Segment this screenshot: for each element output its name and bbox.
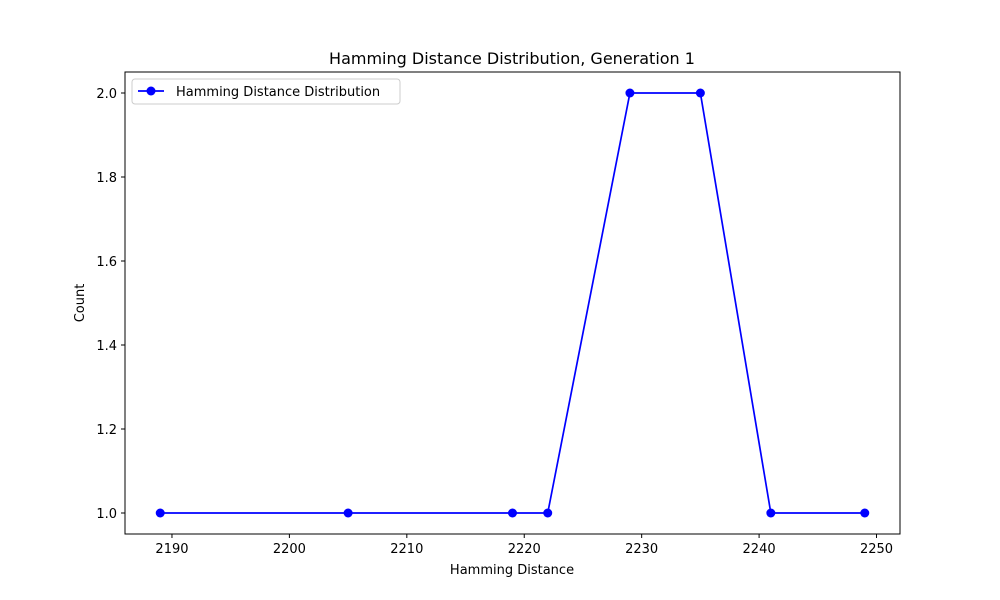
x-axis-title: Hamming Distance <box>450 563 574 578</box>
data-point <box>625 88 635 98</box>
legend: Hamming Distance Distribution <box>131 78 401 105</box>
y-tick-label: 1.8 <box>96 171 117 186</box>
y-tick-label: 1.0 <box>96 507 117 522</box>
x-tick-label: 2220 <box>508 542 541 557</box>
plot-frame <box>124 71 901 535</box>
x-tick-label: 2190 <box>155 542 188 557</box>
y-axis-title: Count <box>73 284 88 323</box>
legend-marker-swatch <box>146 86 156 96</box>
x-tick-label: 2210 <box>390 542 423 557</box>
y-axis-ticks: 1.0 1.2 1.4 1.6 1.8 2.0 <box>96 87 125 522</box>
x-tick-label: 2240 <box>743 542 776 557</box>
series-line <box>160 92 865 514</box>
x-tick-label: 2200 <box>273 542 306 557</box>
x-tick-label: 2250 <box>860 542 893 557</box>
data-point <box>695 88 705 98</box>
legend-label: Hamming Distance Distribution <box>176 85 380 100</box>
data-point <box>543 508 553 518</box>
y-tick-label: 1.2 <box>96 423 117 438</box>
data-point <box>343 508 353 518</box>
y-tick-label: 1.6 <box>96 255 117 270</box>
x-tick-label: 2230 <box>625 542 658 557</box>
series-layer <box>155 88 870 518</box>
plot-area <box>125 72 900 534</box>
data-point <box>155 508 165 518</box>
data-point <box>508 508 517 518</box>
data-point <box>766 508 776 518</box>
data-point <box>860 508 870 518</box>
y-tick-label: 2.0 <box>96 87 117 102</box>
chart-title: Hamming Distance Distribution, Generatio… <box>329 49 695 68</box>
legend-box <box>131 78 401 105</box>
x-axis-ticks: 2190 2200 2210 2220 2230 2240 2250 <box>155 534 893 557</box>
y-tick-label: 1.4 <box>96 339 117 354</box>
